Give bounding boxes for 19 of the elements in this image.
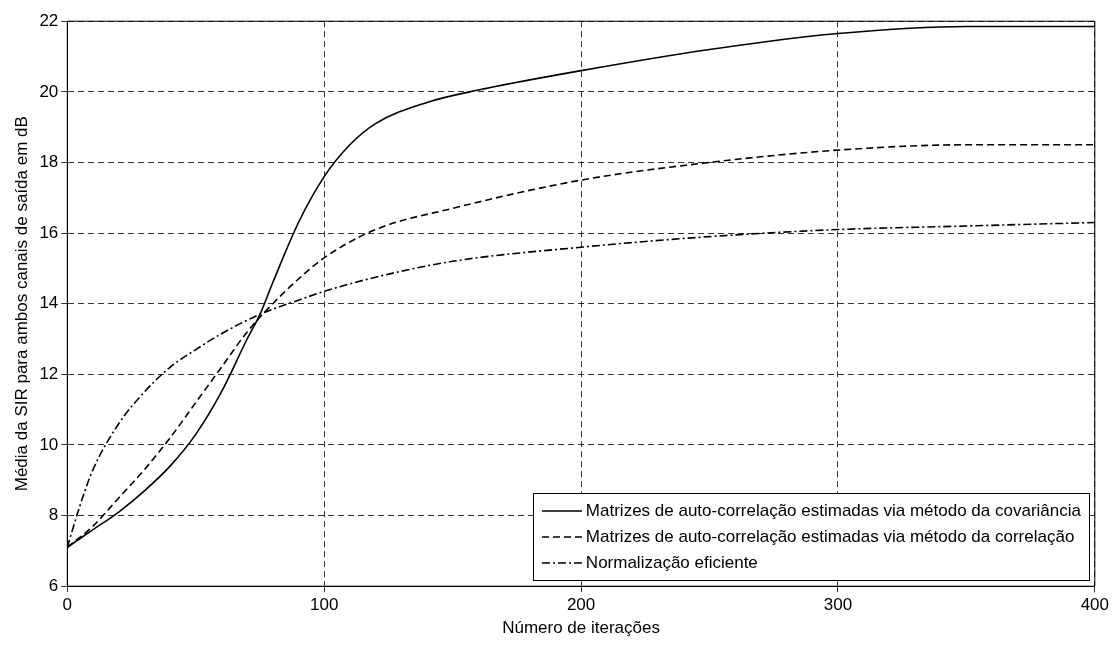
- x-tick-label: 100: [310, 595, 339, 615]
- x-tick-label: 0: [62, 595, 73, 615]
- y-axis-title: Média da SIR para ambos canais de saída em dB: [11, 116, 31, 492]
- y-tick-label: 20: [39, 81, 59, 101]
- y-tick-label: 14: [39, 293, 59, 313]
- x-tick-label: 400: [1080, 595, 1110, 615]
- x-axis-title: Número de iterações: [502, 618, 660, 638]
- y-tick-label: 8: [48, 505, 59, 525]
- y-tick-label: 16: [39, 222, 59, 242]
- legend-label: Matrizes de auto-correlação estimadas via método da correlação: [585, 527, 1075, 547]
- legend-label: Matrizes de auto-correlação estimadas via método da covariância: [585, 501, 1081, 521]
- y-tick-label: 6: [48, 575, 59, 595]
- y-tick-label: 12: [39, 364, 59, 384]
- y-tick-label: 22: [39, 10, 59, 30]
- legend-label: Normalização eficiente: [585, 553, 758, 573]
- y-tick-label: 18: [39, 152, 59, 172]
- x-tick-label: 300: [823, 595, 853, 615]
- y-tick-label: 10: [39, 434, 59, 454]
- x-tick-label: 200: [566, 595, 596, 615]
